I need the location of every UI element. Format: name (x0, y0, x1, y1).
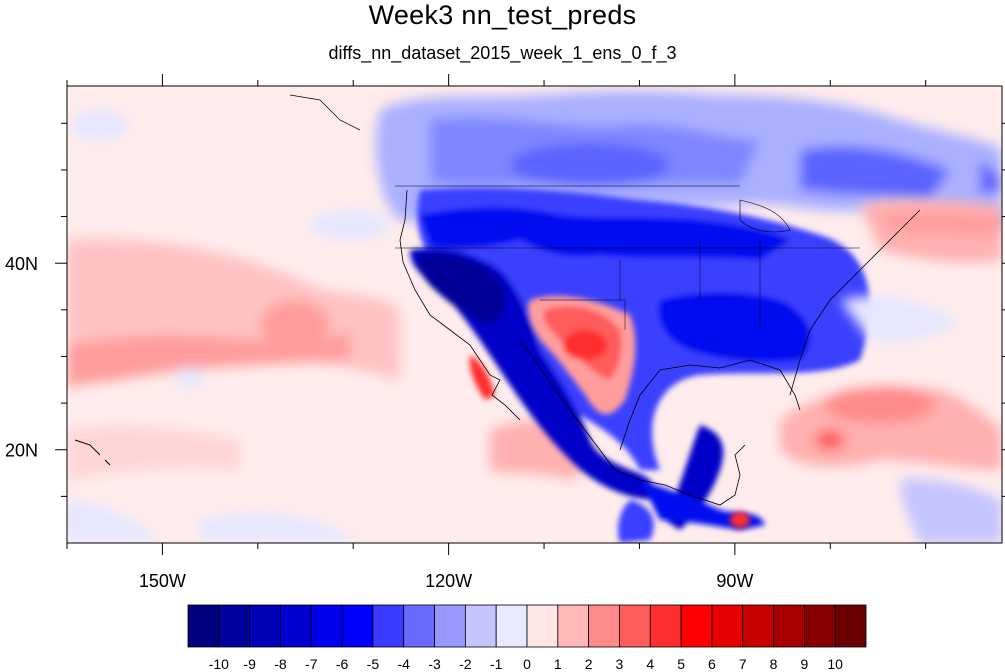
axis-ticks (55, 74, 1005, 555)
colorbar-swatch (341, 604, 374, 648)
colorbar-swatch (310, 604, 343, 648)
map-subtitle: diffs_nn_dataset_2015_week_1_ens_0_f_3 (328, 43, 677, 63)
colorbar-swatch (588, 604, 620, 648)
colorbar-label: 0 (523, 656, 531, 672)
colorbar-swatch (464, 604, 497, 648)
colorbar-label: -2 (459, 656, 472, 672)
colorbar-label: -3 (428, 656, 441, 672)
contour-field (67, 86, 1002, 543)
colorbar-swatch (742, 604, 774, 648)
colorbar-label: -6 (336, 656, 349, 672)
map-title: Week3 nn_test_preds (368, 0, 637, 30)
colorbar-label: -9 (243, 656, 256, 672)
colorbar: -10 -9 -8 -7 -6 -5 -4 -3 -2 -1 0 1 2 3 4 5 6 7 8 9 10 (187, 604, 867, 672)
colorbar-label: -8 (274, 656, 287, 672)
colorbar-label: 5 (677, 656, 685, 672)
colorbar-swatch (803, 604, 836, 648)
colorbar-label: 7 (739, 656, 747, 672)
lon-tick-label: 120W (425, 571, 472, 591)
colorbar-swatch (557, 604, 590, 648)
colorbar-label: 6 (708, 656, 716, 672)
colorbar-label: 1 (554, 656, 562, 672)
lat-tick-label: 40N (5, 254, 38, 274)
colorbar-label: 10 (827, 656, 843, 672)
colorbar-swatch (773, 604, 805, 648)
colorbar-swatch (526, 604, 559, 648)
colorbar-swatch (834, 604, 867, 648)
plot-frame (66, 85, 1003, 544)
southwest-warm-anomaly (469, 295, 750, 528)
colorbar-swatch (649, 604, 682, 648)
colorbar-swatch (495, 604, 528, 648)
coastlines (74, 94, 921, 506)
colorbar-label: -4 (398, 656, 411, 672)
atlantic-anomaly (780, 199, 1002, 543)
colorbar-label: -10 (209, 656, 229, 672)
colorbar-swatch (372, 604, 405, 648)
colorbar-swatch (218, 604, 251, 648)
colorbar-label: -1 (490, 656, 503, 672)
colorbar-swatch (680, 604, 713, 648)
colorbar-label: -5 (367, 656, 380, 672)
colorbar-swatch (187, 604, 220, 648)
colorbar-swatch (280, 604, 312, 648)
colorbar-swatch (711, 604, 744, 648)
colorbar-swatch (619, 604, 651, 648)
lat-tick-label: 20N (5, 441, 38, 461)
colorbar-swatch (249, 604, 281, 648)
colorbar-swatch (434, 604, 466, 648)
colorbar-label: 3 (616, 656, 624, 672)
colorbar-swatch (403, 604, 435, 648)
axis-tick-labels: 150W 120W 90W 40N 20N (5, 254, 753, 591)
colorbar-label: 4 (646, 656, 654, 672)
lon-tick-label: 90W (716, 571, 753, 591)
conus-anomaly (410, 188, 870, 543)
colorbar-label: 8 (770, 656, 778, 672)
colorbar-label: -7 (305, 656, 318, 672)
lon-tick-label: 150W (139, 571, 186, 591)
colorbar-label: 9 (800, 656, 808, 672)
colorbar-label: 2 (585, 656, 593, 672)
